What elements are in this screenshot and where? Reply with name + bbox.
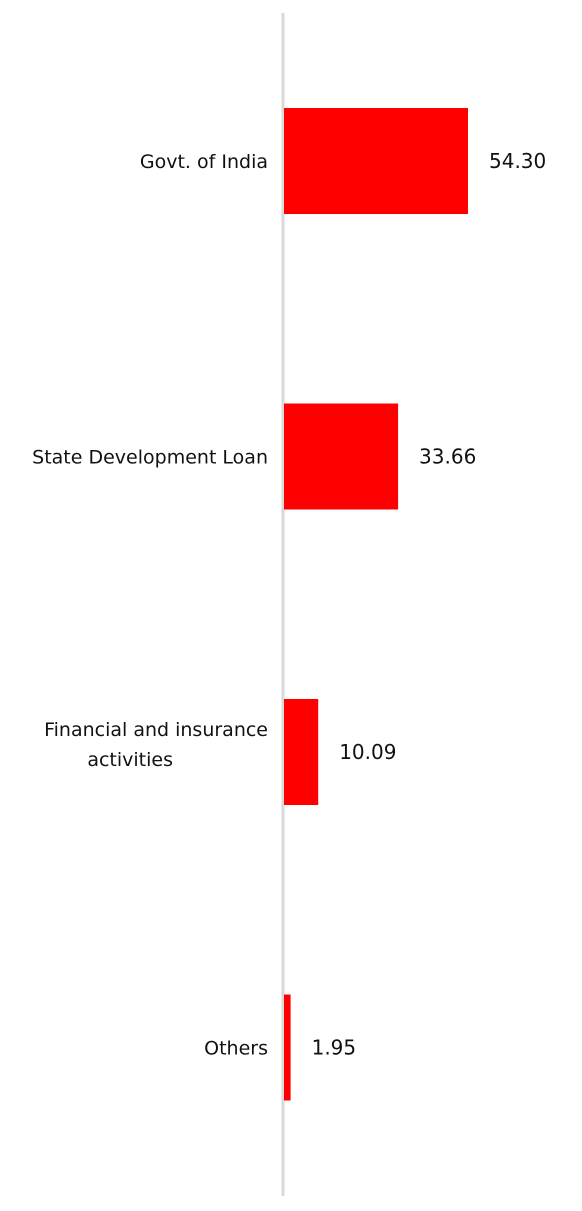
bar-others	[284, 994, 291, 1101]
value-label-financial-and-insurance-activities: 10.09	[339, 740, 396, 764]
bar-govt-of-india	[284, 108, 468, 214]
category-label-line: activities	[87, 749, 173, 771]
category-label-state-development-loan: State Development Loan	[32, 447, 268, 469]
value-label-others: 1.95	[312, 1036, 357, 1060]
category-label-govt-of-india: Govt. of India	[140, 151, 268, 173]
category-label-others: Others	[204, 1038, 268, 1060]
value-labels-group: 54.30 33.66 10.09 1.95	[312, 149, 547, 1060]
bar-state-development-loan	[284, 403, 399, 510]
category-label-line: State Development Loan	[32, 447, 268, 469]
category-labels-group: Govt. of India State Development Loan Fina…	[32, 151, 268, 1060]
category-label-line: Others	[204, 1038, 268, 1060]
value-label-govt-of-india: 54.30	[489, 149, 546, 173]
bars-group	[284, 108, 468, 1101]
bar-financial-and-insurance-activities	[284, 699, 319, 805]
value-label-state-development-loan: 33.66	[419, 445, 476, 469]
category-label-financial-and-insurance-activities: Financial and insurance activities	[44, 719, 268, 771]
category-label-line: Financial and insurance	[44, 719, 268, 741]
category-label-line: Govt. of India	[140, 151, 268, 173]
